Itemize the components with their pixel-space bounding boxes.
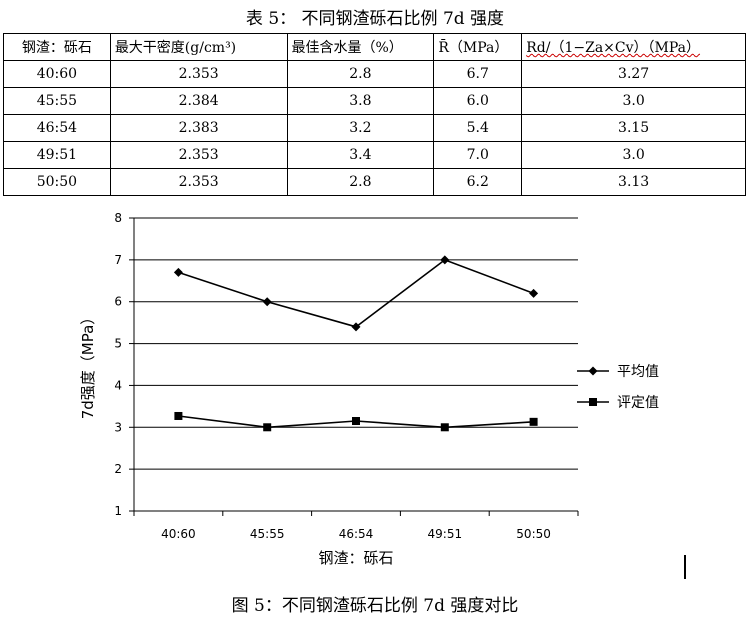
table-row: 46:54 2.383 3.2 5.4 3.15 [3,114,746,142]
y-tick-label: 7 [114,253,122,267]
data-point-rated [263,423,272,432]
cell-density: 2.383 [109,114,288,142]
x-tick-label: 49:51 [428,527,463,541]
data-point-mean [529,288,539,298]
cell-mean: 6.7 [433,60,523,88]
data-point-rated [440,423,449,432]
x-axis-title: 钢渣：砾石 [318,549,393,567]
header-ratio: 钢渣：砾石 [3,33,111,61]
cell-ratio: 40:60 [3,60,111,88]
cell-density: 2.353 [109,141,288,169]
data-point-mean [173,267,183,277]
y-tick-label: 8 [114,211,122,225]
x-tick-label: 46:54 [339,527,374,541]
cell-mean: 7.0 [433,141,523,169]
cell-rated: 3.13 [521,168,746,196]
table-header-row: 钢渣：砾石 最大干密度(g/cm³) 最佳含水量（%） R̄（MPa） Rd/（… [3,33,746,61]
header-mean-strength: R̄（MPa） [433,33,523,61]
x-tick-label: 40:60 [161,527,196,541]
cell-density: 2.384 [109,87,288,115]
series-line-mean [178,258,534,328]
cell-moisture: 3.2 [286,114,435,142]
y-tick-label: 6 [114,295,122,309]
table-row: 49:51 2.353 3.4 7.0 3.0 [3,141,746,169]
cell-density: 2.353 [109,60,288,88]
table-row: 50:50 2.353 2.8 6.2 3.13 [3,168,746,196]
y-tick-label: 2 [114,462,122,476]
cell-moisture: 2.8 [286,60,435,88]
cell-rated: 3.15 [521,114,746,142]
cell-ratio: 46:54 [3,114,111,142]
x-tick-label: 50:50 [516,527,551,541]
cell-rated: 3.0 [521,141,746,169]
cell-ratio: 45:55 [3,87,111,115]
cell-mean: 6.2 [433,168,523,196]
cell-rated: 3.0 [521,87,746,115]
cell-moisture: 3.8 [286,87,435,115]
cell-mean: 5.4 [433,114,523,142]
data-point-rated [174,411,183,420]
legend-label: 评定值 [617,395,659,411]
legend-marker-mean [588,366,598,376]
legend-marker-rated [589,398,597,406]
legend-label: 平均值 [617,364,659,380]
y-tick-label: 4 [114,378,122,392]
series-line-rated [178,415,534,429]
cell-moisture: 3.4 [286,141,435,169]
table-row: 45:55 2.384 3.8 6.0 3.0 [3,87,746,115]
cell-density: 2.353 [109,168,288,196]
text-cursor [684,555,686,579]
data-point-mean [440,255,450,265]
cell-ratio: 50:50 [3,168,111,196]
cell-moisture: 2.8 [286,168,435,196]
y-tick-label: 1 [114,504,122,518]
x-tick-label: 45:55 [250,527,285,541]
cell-mean: 6.0 [433,87,523,115]
table-row: 40:60 2.353 2.8 6.7 3.27 [3,60,746,88]
data-point-rated [352,417,360,426]
data-point-mean [262,297,272,307]
header-max-dry-density: 最大干密度(g/cm³) [109,33,288,61]
figure-caption: 图 5：不同钢渣砾石比例 7d 强度对比 [231,596,519,616]
y-tick-label: 5 [114,337,122,351]
table-caption: 表 5： 不同钢渣砾石比例 7d 强度 [245,9,505,29]
data-point-rated [529,417,538,426]
y-axis-title: 7d强度（MPa） [79,310,97,420]
strength-table: 钢渣：砾石 最大干密度(g/cm³) 最佳含水量（%） R̄（MPa） Rd/（… [3,33,746,196]
data-point-mean [351,322,361,332]
cell-rated: 3.27 [521,60,746,88]
y-tick-label: 3 [114,420,122,434]
header-rated-strength: Rd/（1−Za×Cv）（MPa） [521,33,746,61]
cell-ratio: 49:51 [3,141,111,169]
header-optimal-moisture: 最佳含水量（%） [286,33,435,61]
